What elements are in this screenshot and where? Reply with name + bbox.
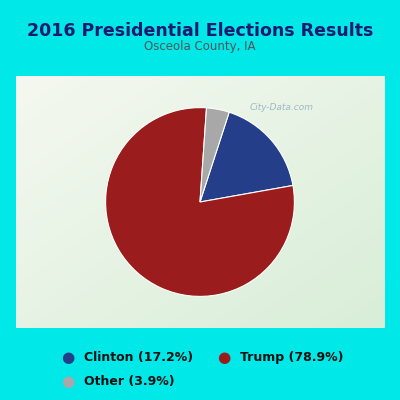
Wedge shape xyxy=(200,108,229,202)
Text: City-Data.com: City-Data.com xyxy=(249,103,313,112)
Text: Other (3.9%): Other (3.9%) xyxy=(84,376,175,388)
Wedge shape xyxy=(106,108,294,296)
Text: 2016 Presidential Elections Results: 2016 Presidential Elections Results xyxy=(27,22,373,40)
Text: Osceola County, IA: Osceola County, IA xyxy=(144,40,256,53)
Text: Trump (78.9%): Trump (78.9%) xyxy=(240,352,344,364)
Wedge shape xyxy=(200,112,293,202)
Text: Clinton (17.2%): Clinton (17.2%) xyxy=(84,352,193,364)
Text: ●: ● xyxy=(217,350,231,366)
Text: ●: ● xyxy=(61,350,75,366)
Text: ●: ● xyxy=(61,374,75,390)
